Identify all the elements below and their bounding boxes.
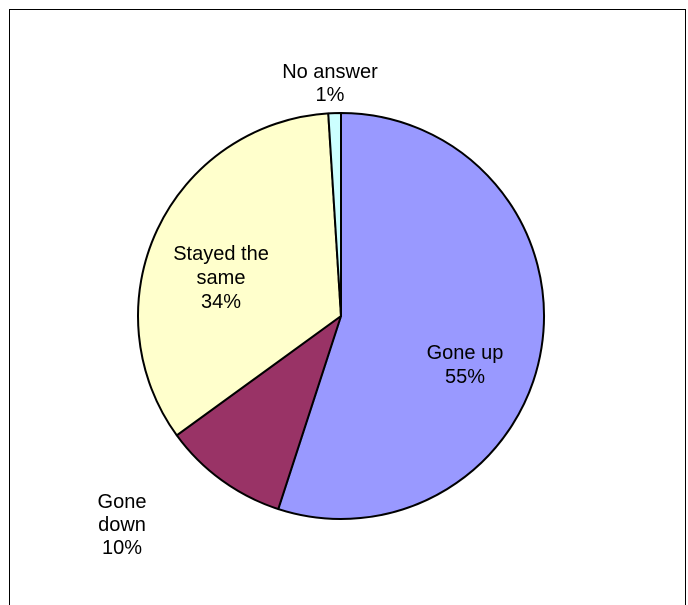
pie-slices: [137, 112, 545, 520]
pie-slice-gone-down: [175, 315, 342, 511]
pie-slice-no-answer: [327, 112, 342, 317]
slice-label-line-1-0: Gone: [98, 491, 147, 513]
slice-label-line-1-2: 10%: [102, 537, 142, 559]
slice-label-gone-down: Gone down 10%: [98, 491, 147, 559]
slice-label-line-2-1: same: [197, 267, 246, 289]
slice-label-line-0-0: Gone up: [427, 342, 504, 364]
slice-label-stayed-the-same: Stayed the same 34%: [173, 243, 269, 313]
slice-label-line-2-2: 34%: [201, 291, 241, 313]
pie-slice-gone-up: [277, 112, 545, 520]
slice-label-line-2-0: Stayed the: [173, 243, 269, 265]
slice-label-line-0-1: 55%: [445, 366, 485, 388]
slice-label-gone-up: Gone up 55%: [427, 342, 504, 388]
slice-label-no-answer: No answer 1%: [282, 61, 378, 106]
slice-label-line-3-0: No answer: [282, 61, 378, 83]
slice-label-line-3-1: 1%: [316, 84, 345, 106]
pie-slice-stayed-the-same: [137, 112, 342, 437]
slice-label-line-1-1: down: [98, 514, 146, 536]
slice-labels: Gone up 55% Gone down 10% Stayed the same 34% No…: [98, 61, 504, 559]
